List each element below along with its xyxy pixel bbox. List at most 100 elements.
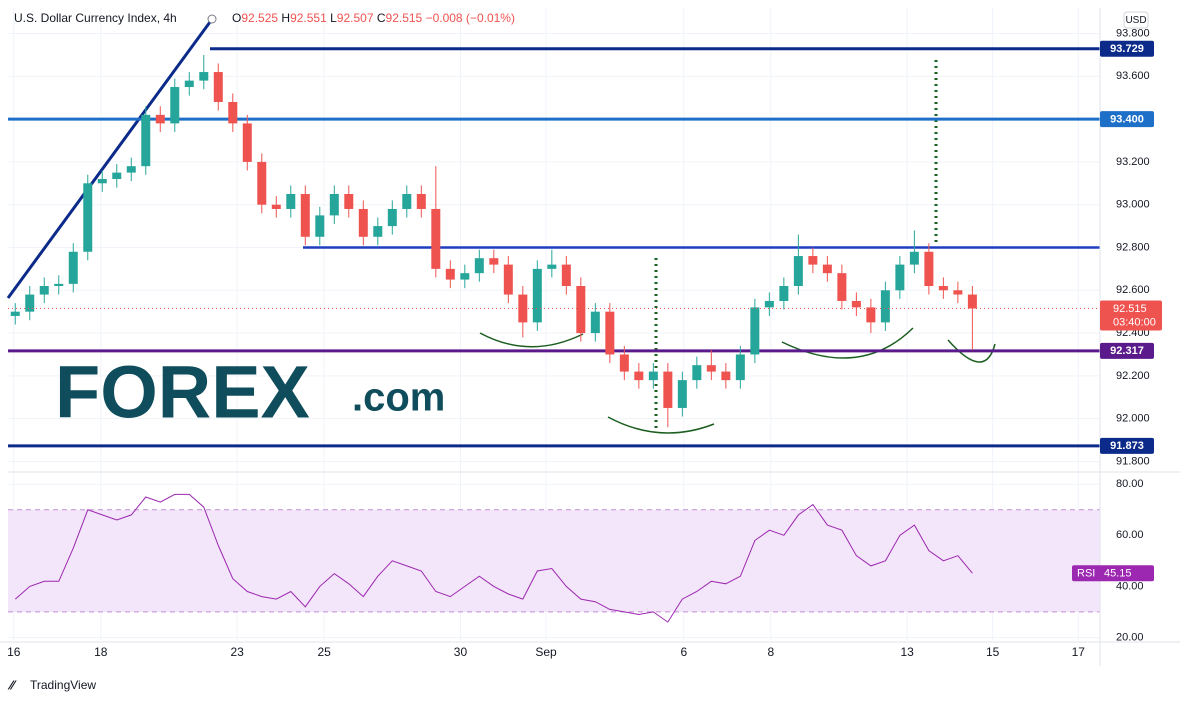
x-tick-label: 30 [454,645,468,659]
y-tick-label: 93.800 [1116,27,1150,39]
y-tick-label: 80.00 [1116,478,1144,490]
footer: ⁄⁄ TradingView [7,677,96,692]
countdown: 03:40:00 [1113,316,1156,328]
last-price-label: 92.515 [1113,303,1147,315]
y-tick-label: 92.200 [1116,370,1150,382]
candle-body [257,161,267,205]
currency-badge[interactable] [1123,11,1149,29]
x-tick-label: 15 [986,645,1000,659]
rsi-band [8,509,1100,612]
y-tick-label: 93.000 [1116,199,1150,211]
y-tick-label: 92.600 [1116,284,1150,296]
chart-title: U.S. Dollar Currency Index, 4h [14,11,177,25]
legend-value: 92.515 [386,11,423,25]
candle-body [808,256,818,265]
logo-suffix: .com [352,376,445,420]
y-tick-label: 92.800 [1116,241,1150,253]
candle-body [68,251,78,284]
candle-body [286,194,296,209]
level-label: 92.317 [1110,345,1144,357]
candle-body [561,264,571,286]
candle-body [895,264,905,291]
rsi-line [14,493,973,623]
candle-body [141,114,151,167]
ohlc-legend: O92.525 H92.551 L92.507 C92.515 −0.008 (… [232,11,515,25]
currency: USD [1125,15,1146,26]
candle-body [938,286,948,291]
x-tick-label: 17 [1072,645,1086,659]
head-curve [607,416,715,434]
candle-body [750,307,760,355]
candle-body [634,371,644,381]
candle-body [184,80,194,88]
candle-body [576,286,586,334]
x-tick-label: 8 [767,645,774,659]
candle-body [735,354,745,381]
candle-body [228,102,238,124]
shoulder-curve [479,332,584,348]
y-tick-label: 20.00 [1116,631,1144,643]
legend-value: 92.525 [241,11,278,25]
candle-body [460,273,470,280]
candle-body [692,365,702,381]
logo: FOREX .com [55,351,445,434]
candle-body [329,194,339,216]
legend-key: L [330,11,337,25]
candle-body [445,268,455,280]
level-badge [1100,40,1154,57]
header: U.S. Dollar Currency Index, 4h O92.525 H… [14,11,515,25]
rsi-value: 45.15 [1104,568,1132,580]
candle-body [315,215,325,237]
candle-body [793,256,803,286]
candle-body [402,194,412,209]
candle-body [373,226,383,237]
candle-body [677,380,687,408]
candle-body [503,264,513,295]
candle-body [721,371,731,381]
footer-icon: ⁄⁄ [7,677,17,692]
candle-body [83,183,93,252]
candle-body [489,258,499,265]
candle-body [300,194,310,237]
x-tick-label: 16 [7,645,21,659]
marks [8,47,1100,623]
candle-body [213,72,223,102]
candle-body [271,204,281,209]
candle-body [242,123,252,162]
last-price-badge [1100,300,1162,331]
x-tick-label: 25 [317,645,331,659]
candle-body [532,268,542,323]
level-label: 93.729 [1110,43,1144,55]
candle-body [25,294,35,312]
logo-main: FOREX [55,351,310,434]
y-tick-label: 91.800 [1116,455,1150,467]
status-dot [207,14,217,24]
legend-value: −0.008 (−0.01%) [426,11,515,25]
x-tick-label: 13 [900,645,914,659]
candle-body [648,371,658,381]
candle-body [663,371,673,408]
footer-brand: TradingView [30,678,96,692]
candle-body [924,251,934,286]
level-label: 91.873 [1110,440,1144,452]
candle-body [779,286,789,301]
x-tick-label: 23 [230,645,244,659]
candle-body [822,264,832,274]
rsi-name: RSI [1077,568,1095,580]
candle-body [54,283,64,286]
candle-body [605,311,615,355]
candle-body [953,290,963,295]
candle-body [706,365,716,372]
trend-line [6,21,212,299]
legend-key: O [232,11,241,25]
y-tick-label: 92.000 [1116,413,1150,425]
candle-body [619,354,629,372]
candle-body [358,208,368,237]
y-tick-label: 60.00 [1116,529,1144,541]
candle-body [126,166,136,173]
candle-body [880,290,890,323]
candle-body [39,286,49,295]
x-tick-label: 6 [680,645,687,659]
legend-value: 92.551 [290,11,327,25]
